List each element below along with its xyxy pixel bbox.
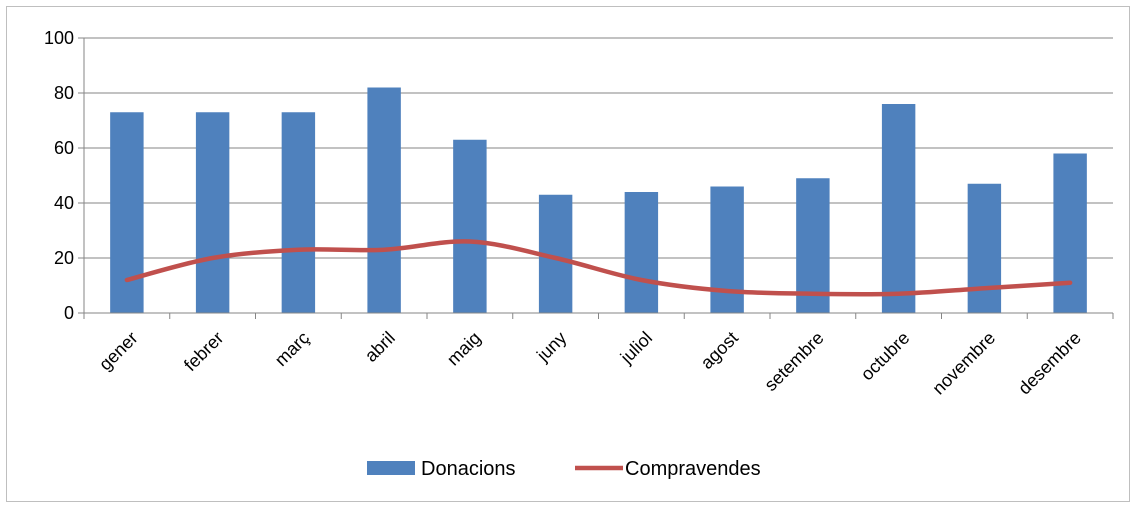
line-series-compravendes	[124, 239, 1073, 297]
bar-febrer	[195, 112, 230, 313]
legend-label-compravendes: Compravendes	[625, 458, 761, 480]
bar-abril	[367, 87, 401, 313]
bar-juliol	[624, 192, 659, 313]
y-tick-label: 100	[44, 28, 74, 48]
x-tick-label: setembre	[760, 328, 827, 395]
line-compravendes	[124, 239, 1073, 297]
x-tick-label: maig	[443, 328, 485, 370]
bar-novembre	[967, 183, 1002, 313]
y-tick-labels: 0 20 40 60 80 100	[44, 28, 74, 323]
bar-març	[281, 112, 316, 313]
bar-desembre	[1053, 153, 1087, 313]
y-tick-label: 20	[54, 248, 74, 268]
bar-series-donacions	[110, 87, 1087, 313]
bar-setembre	[796, 178, 830, 313]
bar-gener	[110, 112, 144, 313]
x-tick-label: desembre	[1014, 328, 1085, 399]
x-tick-label: juny	[532, 328, 570, 366]
legend-label-donacions: Donacions	[421, 458, 516, 480]
x-tick-labels: gener febrer març abril maig juny juliol agost s…	[95, 328, 1085, 399]
x-tick-label: octubre	[857, 328, 914, 385]
x-tick-label: abril	[361, 328, 399, 366]
bar-octubre	[881, 104, 916, 313]
x-tick-label: novembre	[928, 328, 999, 399]
legend-swatch-donacions	[367, 461, 415, 475]
y-tick-label: 0	[64, 303, 74, 323]
axes	[78, 37, 1114, 319]
y-tick-label: 60	[54, 138, 74, 158]
x-tick-label: agost	[697, 328, 742, 373]
x-tick-label: juliol	[616, 328, 656, 368]
x-tick-label: febrer	[180, 328, 227, 375]
legend: Donacions Compravendes	[367, 458, 761, 480]
x-tick-label: març	[271, 328, 313, 370]
y-tick-label: 80	[54, 83, 74, 103]
bar-maig	[453, 139, 487, 313]
x-tick-label: gener	[95, 328, 142, 375]
y-tick-label: 40	[54, 193, 74, 213]
gridlines	[84, 37, 1113, 259]
